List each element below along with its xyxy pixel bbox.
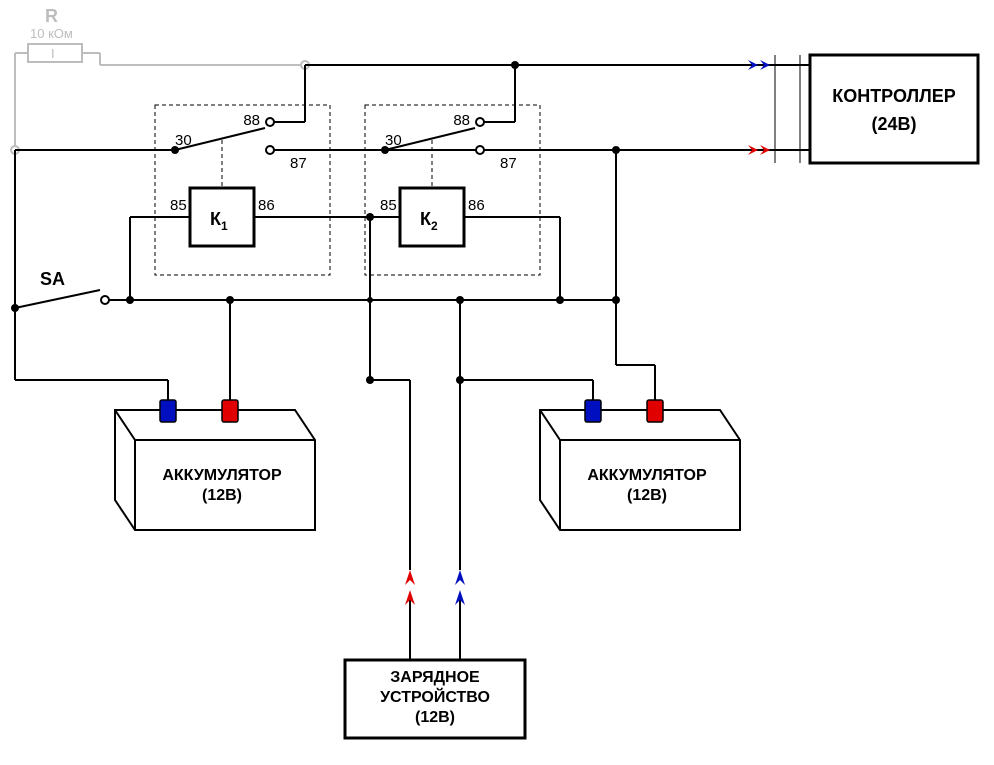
relay2-pin85: 85 xyxy=(380,197,397,214)
charger-line2: УСТРОЙСТВО xyxy=(380,687,490,706)
relay2-coil xyxy=(400,188,464,246)
resistor-sub: I xyxy=(51,46,55,61)
controller-line2: (24В) xyxy=(871,114,916,134)
charger: ЗАРЯДНОЕ УСТРОЙСТВО (12В) xyxy=(345,660,525,738)
relay1-pin88: 88 xyxy=(243,112,260,129)
relay-k1-group: 88 30 87 К1 85 86 xyxy=(155,65,616,275)
resistor-body xyxy=(28,44,82,62)
controller-line1: КОНТРОЛЛЕР xyxy=(832,86,956,106)
resistor-label: R xyxy=(45,6,58,26)
relay2-pin86: 86 xyxy=(468,197,485,214)
relay-k2-group: 88 30 87 К2 85 86 xyxy=(365,61,770,275)
switch-sa-label: SA xyxy=(40,269,65,289)
battery2-line2: (12В) xyxy=(627,487,667,504)
battery2-line1: АККУМУЛЯТОР xyxy=(587,467,707,484)
relay1-pin86: 86 xyxy=(258,197,275,214)
charger-line3: (12В) xyxy=(415,709,455,726)
relay2-pin88: 88 xyxy=(453,112,470,129)
battery2: АККУМУЛЯТОР (12В) xyxy=(540,400,740,530)
relay1-pin87: 87 xyxy=(290,155,307,172)
relay2-pin87: 87 xyxy=(500,155,517,172)
controller: КОНТРОЛЛЕР (24В) xyxy=(810,55,978,163)
relay1-coil xyxy=(190,188,254,246)
battery1: АККУМУЛЯТОР (12В) xyxy=(115,400,315,530)
battery1-line2: (12В) xyxy=(202,487,242,504)
resistor-value: 10 кОм xyxy=(30,26,73,41)
circuit-diagram: R 10 кОм I 88 30 87 К1 85 xyxy=(0,0,994,765)
relay1-pin85: 85 xyxy=(170,197,187,214)
charger-line1: ЗАРЯДНОЕ xyxy=(390,669,480,686)
battery1-line1: АККУМУЛЯТОР xyxy=(162,467,282,484)
